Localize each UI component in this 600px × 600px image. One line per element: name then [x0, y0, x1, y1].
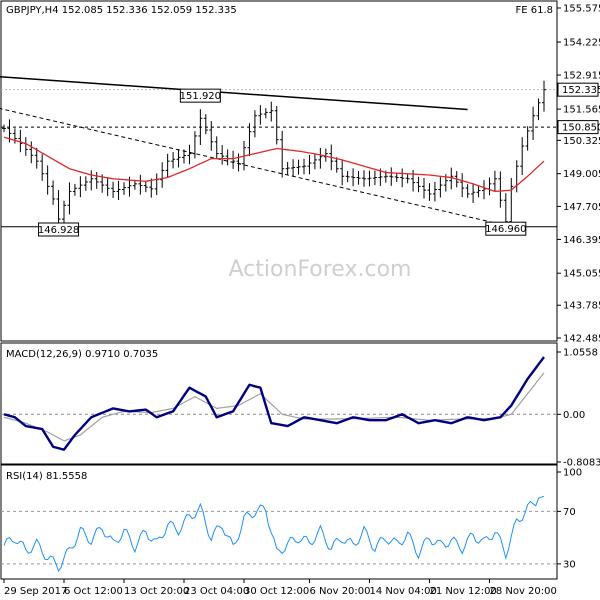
price-annotation: 146.960: [485, 224, 526, 235]
corner-label: FE 61.8: [515, 5, 553, 16]
x-tick-label: 30 Oct 12:00: [244, 586, 309, 597]
price-panel: ActionForex.com 155.575 154.225 152.915 151…: [0, 0, 600, 345]
macd-signal-line: [3, 372, 545, 442]
price-annotation-box: [38, 222, 80, 237]
x-tick-label: 14 Nov 04:00: [369, 586, 436, 597]
price-y-axis: 155.575 154.225 152.915 151.565 150.325 149.0…: [557, 4, 600, 345]
rsi-tick-label: 70: [563, 507, 576, 518]
rsi-tick-label: 30: [563, 559, 576, 570]
last-price-label-box: [557, 82, 599, 97]
level-label-box: [557, 120, 599, 135]
macd-tick-label: 0.00: [563, 410, 585, 421]
price-annotation-box: [485, 221, 527, 236]
price-annotation-box: [179, 88, 221, 103]
price-annotation: 151.920: [180, 91, 221, 102]
trendlines: [0, 76, 512, 228]
macd-tick-label: -0.8083: [563, 458, 600, 469]
last-price-label: 152.335: [562, 85, 600, 96]
x-tick-label: 29 Sep 2017: [4, 586, 67, 597]
macd-tick-label: 1.0558: [563, 348, 598, 359]
rsi-y-axis: 100 70 30: [557, 468, 582, 570]
price-tick-label: 154.225: [563, 38, 600, 49]
macd-header: MACD(12,26,9) 0.9710 0.7035: [6, 349, 158, 360]
macd-series: [3, 356, 545, 451]
price-tick-label: 142.485: [563, 334, 600, 345]
x-tick-label: 13 Oct 20:00: [124, 586, 189, 597]
x-tick-label: 6 Oct 12:00: [64, 586, 123, 597]
price-header: GBPJPY,H4 152.085 152.336 152.059 152.33…: [6, 5, 237, 16]
price-tick-label: 146.395: [563, 235, 600, 246]
price-annotation: 146.928: [38, 225, 79, 236]
price-tick-label: 145.055: [563, 269, 600, 280]
moving-average-line: [3, 136, 545, 193]
trendline-dashed: [0, 108, 512, 228]
rsi-grid: [1, 510, 557, 565]
price-tick-label: 147.705: [563, 202, 600, 213]
price-series: [2, 80, 546, 230]
watermark: ActionForex.com: [229, 257, 412, 282]
price-tick-label: 143.785: [563, 301, 600, 312]
macd-panel-frame: [0, 342, 558, 465]
macd-y-axis: 1.0558 0.00 -0.8083: [557, 348, 600, 469]
rsi-tick-label: 100: [563, 468, 582, 479]
x-tick-label: 6 Nov 20:00: [309, 586, 370, 597]
rsi-header: RSI(14) 81.5558: [6, 471, 87, 482]
price-tick-label: 150.325: [563, 136, 600, 147]
level-label: 150.850: [562, 123, 600, 134]
price-panel-frame: [0, 0, 558, 342]
price-level-labels: 152.335 150.850: [557, 82, 600, 135]
macd-line: [3, 356, 545, 451]
macd-panel: 1.0558 0.00 -0.8083 MACD(12,26,9) 0.9710 0…: [0, 342, 600, 469]
trendline-solid: [0, 76, 468, 111]
x-tick-label: 28 Nov 20:00: [489, 586, 556, 597]
price-tick-label: 151.565: [563, 105, 600, 116]
rsi-panel-frame: [0, 464, 558, 580]
x-tick-label: 21 Nov 12:00: [429, 586, 496, 597]
rsi-series: [3, 495, 545, 572]
x-tick-label: 23 Oct 04:00: [184, 586, 249, 597]
price-tick-label: 149.005: [563, 169, 600, 180]
rsi-panel: 100 70 30 RSI(14) 81.5558: [0, 464, 582, 580]
rsi-line: [3, 495, 545, 572]
price-annotations: 151.920 146.928 146.960: [38, 88, 527, 237]
price-tick-label: 155.575: [563, 4, 600, 15]
price-grid: [1, 89, 557, 228]
price-tick-label: 152.915: [563, 71, 600, 82]
